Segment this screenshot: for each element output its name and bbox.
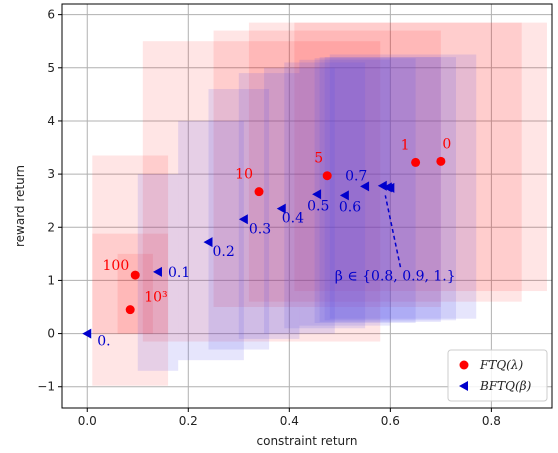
x-tick-label: 0.8 — [482, 414, 501, 428]
ftq-point — [130, 270, 140, 280]
x-axis-label: constraint return — [257, 434, 358, 448]
legend-box — [447, 349, 548, 402]
bftq-point — [276, 203, 286, 214]
y-axis-label: reward return — [13, 165, 27, 247]
y-tick-label: 0 — [47, 327, 55, 341]
y-tick-label: 5 — [47, 61, 55, 75]
ftq-point-label: 10 — [235, 167, 253, 183]
beta-annotation: β ∈ {0.8, 0.9, 1.} — [335, 195, 456, 284]
legend: FTQ(λ) BFTQ(β) — [447, 349, 548, 402]
x-tick-label: 0.4 — [280, 414, 299, 428]
bftq-point — [312, 189, 322, 200]
plot-frame — [61, 3, 553, 409]
x-tick-label: 0.2 — [179, 414, 198, 428]
bftq-point-label: 0.6 — [339, 199, 361, 215]
y-tick-label: 4 — [47, 114, 55, 128]
ftq-point — [322, 171, 332, 181]
ftq-point-label: 10³ — [144, 290, 167, 306]
bftq-point-label: 0.3 — [249, 221, 271, 237]
y-tick-label: 1 — [47, 273, 55, 287]
ftq-point-label: 5 — [314, 151, 323, 167]
bftq-box — [208, 89, 270, 350]
bftq-point-label: 0.4 — [282, 211, 304, 227]
bftq-box — [238, 73, 300, 339]
annotation-text: β ∈ {0.8, 0.9, 1.} — [335, 268, 456, 284]
legend-ftq-marker — [459, 360, 469, 370]
bftq-point-label: 0.1 — [168, 265, 190, 281]
ftq-box — [294, 22, 547, 292]
ftq-point-label: 0 — [442, 136, 451, 152]
y-tick-label: 6 — [47, 8, 55, 22]
bftq-point-label: 0.5 — [307, 198, 329, 214]
y-tick-label: −1 — [37, 380, 55, 394]
bftq-point — [238, 214, 248, 225]
ftq-point-label: 1 — [401, 137, 410, 153]
ftq-confidence-boxes — [92, 22, 547, 386]
ftq-point — [254, 187, 264, 197]
bftq-point-label: 0.7 — [345, 168, 367, 184]
legend-ftq-label: FTQ(λ) — [479, 358, 523, 372]
bftq-box — [314, 58, 416, 323]
y-tick-label: 2 — [47, 220, 55, 234]
bftq-box — [284, 62, 366, 329]
annotation-arrow — [384, 195, 402, 268]
bftq-point — [203, 237, 213, 248]
ftq-box — [117, 253, 153, 334]
bftq-confidence-boxes — [137, 54, 477, 371]
bftq-point — [360, 181, 370, 192]
bftq-point-label: 0.2 — [212, 244, 234, 260]
bftq-point — [339, 190, 349, 201]
bftq-box — [319, 57, 441, 322]
bftq-box — [264, 67, 335, 334]
bftq-point — [152, 266, 162, 277]
ftq-point — [125, 305, 135, 315]
grid — [62, 4, 552, 408]
data-points — [82, 156, 446, 339]
ftq-point — [411, 157, 421, 167]
bftq-point — [82, 328, 92, 339]
bftq-point-label: 0. — [97, 334, 110, 350]
ftq-box — [213, 30, 441, 307]
y-tick-label: 3 — [47, 167, 55, 181]
ftq-box — [92, 155, 169, 334]
legend-bftq-label: BFTQ(β) — [479, 379, 532, 393]
legend-bftq-marker — [459, 381, 468, 391]
bftq-point — [385, 182, 395, 193]
x-tick-label: 0.6 — [381, 414, 400, 428]
bftq-box — [329, 54, 477, 319]
ftq-point — [436, 156, 446, 166]
ftq-point-label: 100 — [103, 258, 130, 274]
x-tick-label: 0.0 — [78, 414, 97, 428]
ftq-box — [248, 22, 522, 302]
